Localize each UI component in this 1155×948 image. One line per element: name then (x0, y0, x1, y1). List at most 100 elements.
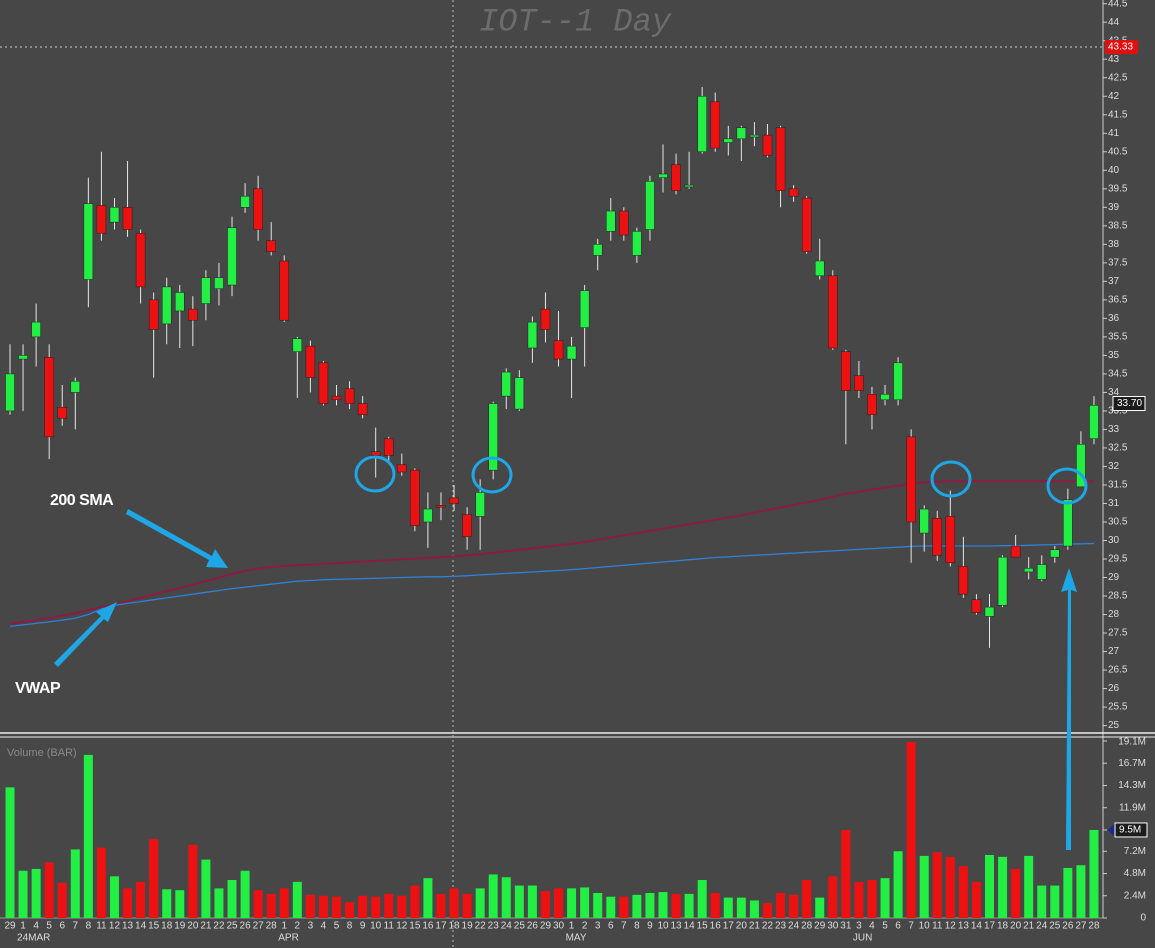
volume-tick-label: 7.2M (1124, 846, 1146, 857)
volume-bar (44, 862, 54, 918)
volume-bar (449, 888, 459, 918)
candle-body (579, 290, 590, 328)
x-tick-label: 3 (595, 921, 601, 932)
candle-body (148, 299, 159, 330)
x-tick-label: 28 (801, 921, 813, 932)
y-tick-label: 42 (1108, 91, 1120, 102)
labels: 2525.52626.52727.52828.52929.53030.53131… (4, 0, 1148, 944)
x-tick-label: 28 (266, 921, 278, 932)
volume-bar (880, 878, 890, 918)
x-tick-label: 27 (253, 921, 265, 932)
volume-bar (540, 891, 550, 918)
x-tick-label: 1 (569, 921, 575, 932)
volume-tag-arrow (1108, 822, 1115, 837)
candle-body (971, 599, 982, 613)
candle-body (1050, 549, 1060, 558)
volume-bar (83, 754, 93, 918)
candle-body (122, 207, 133, 230)
volume-bar (318, 895, 328, 918)
volume-bar (227, 880, 237, 918)
volume-bar (371, 896, 381, 918)
y-tick-label: 32.5 (1108, 443, 1128, 454)
x-tick-label: 14 (684, 921, 696, 932)
highlight-circle (930, 460, 972, 498)
x-tick-label: 30 (553, 921, 565, 932)
candle-body (854, 375, 864, 391)
candle-body (344, 388, 355, 404)
candle-body (658, 173, 668, 178)
candle-body (1010, 545, 1021, 558)
candle-body (997, 556, 1008, 606)
candle-body (436, 505, 446, 508)
y-tick-label: 28.5 (1108, 591, 1128, 602)
volume-bar (175, 890, 185, 918)
y-tick-label: 40.5 (1108, 146, 1128, 157)
candle-body (462, 514, 472, 538)
x-tick-label: 13 (122, 921, 134, 932)
candle-body (841, 351, 851, 391)
y-tick-label: 41 (1108, 128, 1120, 139)
candle-body (932, 518, 943, 556)
x-tick-label: 24 (1036, 921, 1048, 932)
x-tick-label: 5 (46, 921, 52, 932)
volume-bar (136, 881, 146, 918)
x-tick-label: 3 (856, 921, 862, 932)
y-tick-label: 42.5 (1108, 72, 1128, 83)
volume-bar (710, 892, 720, 918)
volume-tick-label: 16.7M (1118, 758, 1146, 769)
y-tick-label: 31 (1108, 498, 1120, 509)
volume-bar (606, 896, 616, 918)
candle-body (201, 277, 211, 304)
x-tick-label: 8 (86, 921, 92, 932)
volume-bar (18, 870, 28, 918)
volume-bar (332, 896, 341, 918)
x-tick-label: 13 (670, 921, 682, 932)
volume-bar (162, 889, 172, 918)
x-tick-label: 17 (435, 921, 447, 932)
x-tick-label: 10 (919, 921, 931, 932)
y-tick-label: 29.5 (1108, 554, 1128, 565)
candle-body (1063, 499, 1073, 547)
volume-bar (266, 893, 276, 918)
volume-tick-label: 11.9M (1119, 802, 1146, 813)
x-tick-label: 26 (240, 921, 252, 932)
y-tick-label: 33 (1108, 424, 1120, 435)
volume-bar (462, 893, 472, 918)
x-tick-label: 17 (723, 921, 735, 932)
candle-body (397, 464, 407, 473)
candle-body (606, 210, 616, 232)
x-tick-label: 16 (422, 921, 434, 932)
volume-bar (1011, 868, 1021, 918)
volume-bar (867, 880, 877, 918)
candle-body (1036, 564, 1047, 580)
x-tick-label: 25 (226, 921, 238, 932)
volume-bar (749, 900, 759, 918)
x-tick-label: 7 (908, 921, 914, 932)
candle-body (867, 394, 877, 415)
x-tick-label: 26 (1062, 921, 1074, 932)
y-tick-label: 35.5 (1108, 332, 1128, 343)
volume-bar (201, 859, 211, 918)
x-tick-label: 12 (109, 921, 121, 932)
x-tick-label: 27 (1075, 921, 1087, 932)
volume-tick-label: 14.3M (1118, 780, 1146, 791)
volume-bar (893, 851, 903, 918)
x-tick-label: 24 (501, 921, 513, 932)
x-tick-label: 11 (96, 921, 107, 932)
price-tag-label: 43.33 (1108, 42, 1133, 53)
volume-bar (971, 881, 981, 918)
volume-bar (488, 874, 498, 918)
candle-body (135, 232, 146, 288)
x-tick-label: 20 (187, 921, 199, 932)
month-label: MAY (566, 933, 587, 944)
y-tick-label: 37 (1108, 276, 1120, 287)
candle-body (370, 451, 381, 456)
volume-bar (580, 887, 590, 918)
arrow (1061, 568, 1077, 850)
volume-bar (906, 741, 916, 918)
candle-body (945, 516, 956, 563)
y-tick-label: 36 (1108, 313, 1120, 324)
x-tick-label: 6 (608, 921, 614, 932)
volume-tick-label: 4.8M (1124, 868, 1146, 879)
volume-bar (253, 890, 263, 918)
